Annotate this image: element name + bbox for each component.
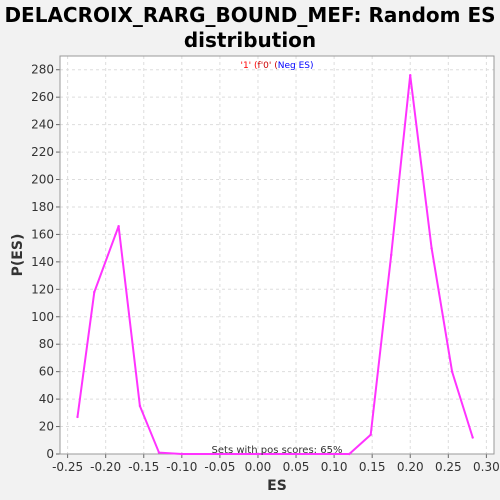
series-layer <box>76 74 474 456</box>
y-axis-label: P(ES) <box>10 234 26 277</box>
x-tick-label: 0.30 <box>473 460 500 474</box>
y-tick-label: 260 <box>31 90 54 104</box>
x-tick-label: -0.15 <box>128 460 159 474</box>
y-tick-label: 200 <box>31 173 54 187</box>
data-point <box>369 433 372 436</box>
legend: '1' (f'0' (Neg ES) <box>240 61 313 71</box>
x-tick-label: 0.20 <box>397 460 424 474</box>
series-line <box>76 75 474 455</box>
data-point <box>390 253 393 257</box>
x-tick-label: 0.25 <box>435 460 462 474</box>
chart-title-line1: DELACROIX_RARG_BOUND_MEF: Random ES <box>4 3 496 27</box>
y-tick-label: 20 <box>39 420 54 434</box>
pos-scores-annotation: Sets with pos scores: 65% <box>212 445 343 456</box>
data-point <box>471 436 474 439</box>
y-tick-label: 40 <box>39 392 54 406</box>
x-tick-label: 0.10 <box>321 460 348 474</box>
data-point <box>180 452 184 456</box>
data-point <box>76 415 79 419</box>
y-tick-label: 140 <box>31 255 54 269</box>
x-tick-label: -0.05 <box>204 460 235 474</box>
legend-entry: Neg ES) <box>278 61 314 71</box>
data-point <box>117 224 120 228</box>
data-point <box>409 74 412 77</box>
x-tick-label: 0.05 <box>283 460 310 474</box>
y-tick-label: 240 <box>31 118 54 132</box>
x-tick-label: -0.10 <box>166 460 197 474</box>
data-point <box>157 451 161 454</box>
y-tick-label: 220 <box>31 145 54 159</box>
legend-entry: f'0' ( <box>258 61 278 71</box>
x-tick-label: -0.20 <box>90 460 121 474</box>
y-tick-label: 280 <box>31 63 54 77</box>
y-tick-label: 160 <box>31 227 54 241</box>
x-tick-label: 0.00 <box>245 460 272 474</box>
data-point <box>256 452 260 456</box>
x-tick-label: -0.25 <box>52 460 83 474</box>
chart-title-line2: distribution <box>183 28 317 52</box>
data-point <box>348 452 351 456</box>
data-point <box>450 370 454 373</box>
y-tick-label: 180 <box>31 200 54 214</box>
data-point <box>93 290 96 294</box>
y-tick-label: 80 <box>39 337 54 351</box>
y-tick-label: 120 <box>31 282 54 296</box>
x-tick-label: 0.15 <box>359 460 386 474</box>
data-point <box>430 246 433 250</box>
y-tick-label: 60 <box>39 365 54 379</box>
data-point <box>138 404 142 408</box>
gridlines <box>60 56 494 455</box>
x-axis-label: ES <box>267 478 287 494</box>
y-tick-label: 0 <box>46 447 54 461</box>
plot-background <box>60 56 494 454</box>
y-tick-label: 100 <box>31 310 54 324</box>
legend-entry: '1' ( <box>240 61 257 71</box>
axes: 0 20 40 60 80 100 120 140 160 180 200 220 240 260 280 -… <box>31 55 500 474</box>
